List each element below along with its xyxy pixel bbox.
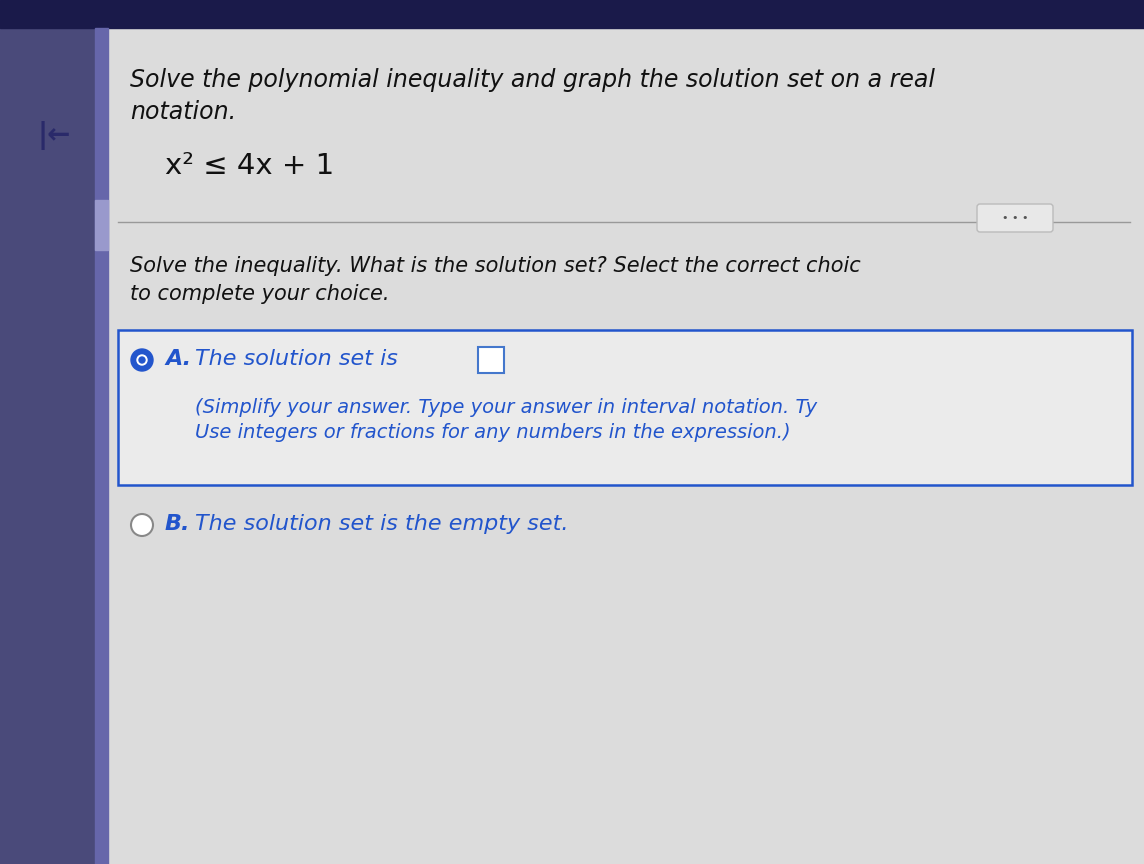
Circle shape <box>140 357 145 363</box>
Text: B.: B. <box>165 514 191 534</box>
Text: Solve the inequality. What is the solution set? Select the correct choic: Solve the inequality. What is the soluti… <box>130 256 860 276</box>
Text: Solve the polynomial inequality and graph the solution set on a real: Solve the polynomial inequality and grap… <box>130 68 935 92</box>
Text: notation.: notation. <box>130 100 236 124</box>
Text: • • •: • • • <box>1002 213 1028 223</box>
FancyBboxPatch shape <box>977 204 1052 232</box>
Text: to complete your choice.: to complete your choice. <box>130 284 389 304</box>
Text: |←: |← <box>38 120 71 149</box>
Bar <box>0 0 1144 28</box>
Circle shape <box>132 514 153 536</box>
Circle shape <box>137 355 146 365</box>
Text: Use integers or fractions for any numbers in the expression.): Use integers or fractions for any number… <box>194 423 791 442</box>
Circle shape <box>132 349 153 371</box>
Text: (Simplify your answer. Type your answer in interval notation. Ty: (Simplify your answer. Type your answer … <box>194 398 817 417</box>
Bar <box>478 347 505 373</box>
Bar <box>0 0 108 864</box>
Bar <box>95 200 108 250</box>
Text: x² ≤ 4x + 1: x² ≤ 4x + 1 <box>165 152 334 180</box>
Bar <box>95 28 108 864</box>
Text: A.: A. <box>165 349 191 369</box>
Bar <box>118 330 1133 485</box>
Text: The solution set is the empty set.: The solution set is the empty set. <box>194 514 569 534</box>
Text: The solution set is: The solution set is <box>194 349 405 369</box>
